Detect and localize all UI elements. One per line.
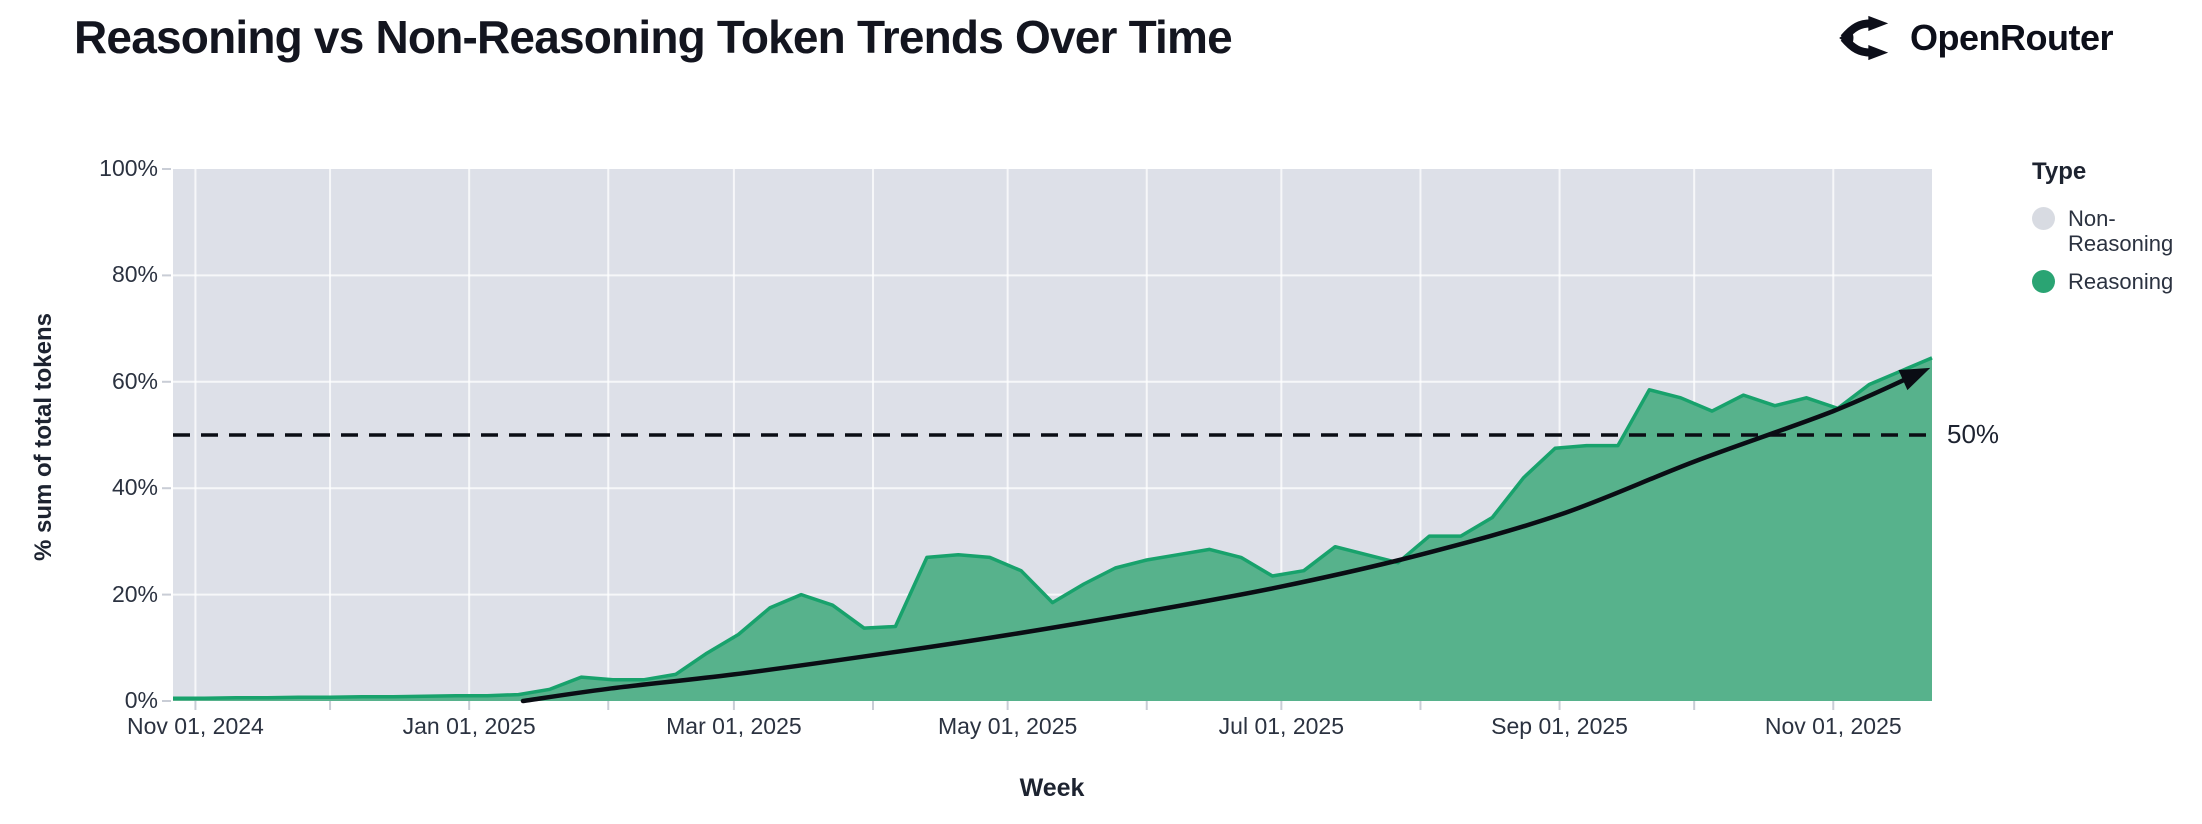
fifty-percent-label: 50% <box>1947 419 2000 449</box>
legend-item-reasoning: Reasoning <box>2032 269 2202 294</box>
brand-name: OpenRouter <box>1910 17 2114 58</box>
y-tick-label: 100% <box>99 155 158 181</box>
y-tick-label: 20% <box>111 580 158 607</box>
x-tick-label: Nov 01, 2024 <box>127 713 264 739</box>
trend-arrowhead-icon <box>1898 367 1931 391</box>
non-reasoning-swatch-icon <box>2032 207 2055 230</box>
reasoning-area <box>173 357 1932 701</box>
brand-logo: OpenRouter <box>1838 14 2114 62</box>
reasoning-swatch-icon <box>2032 269 2055 293</box>
x-tick-label: May 01, 2025 <box>937 713 1078 739</box>
reasoning-line <box>173 356 1933 701</box>
legend: Type Non-Reasoning Reasoning <box>2032 158 2202 306</box>
y-tick-label: 0% <box>124 687 158 713</box>
legend-label-reasoning: Reasoning <box>2068 268 2174 294</box>
chart-title: Reasoning vs Non-Reasoning Token Trends … <box>74 11 1233 63</box>
x-tick-label: Nov 01, 2025 <box>1764 713 1902 739</box>
y-tick-label: 80% <box>111 261 158 288</box>
x-axis-title: Week <box>1019 774 1085 802</box>
x-tick-label: Jan 01, 2025 <box>402 713 536 739</box>
x-tick-label: Mar 01, 2025 <box>666 713 802 739</box>
x-tick-label: Jul 01, 2025 <box>1218 713 1344 739</box>
x-tick-label: Sep 01, 2025 <box>1491 713 1628 739</box>
legend-label-non-reasoning: Non-Reasoning <box>2068 206 2174 257</box>
trend-curve <box>520 368 1926 704</box>
y-axis-title: % sum of total tokens <box>30 312 57 562</box>
legend-item-non-reasoning: Non-Reasoning <box>2032 206 2202 257</box>
legend-title: Type <box>2032 158 2087 185</box>
y-tick-label: 60% <box>111 367 158 394</box>
y-tick-label: 40% <box>111 474 158 501</box>
openrouter-logo-icon <box>1839 15 1889 61</box>
